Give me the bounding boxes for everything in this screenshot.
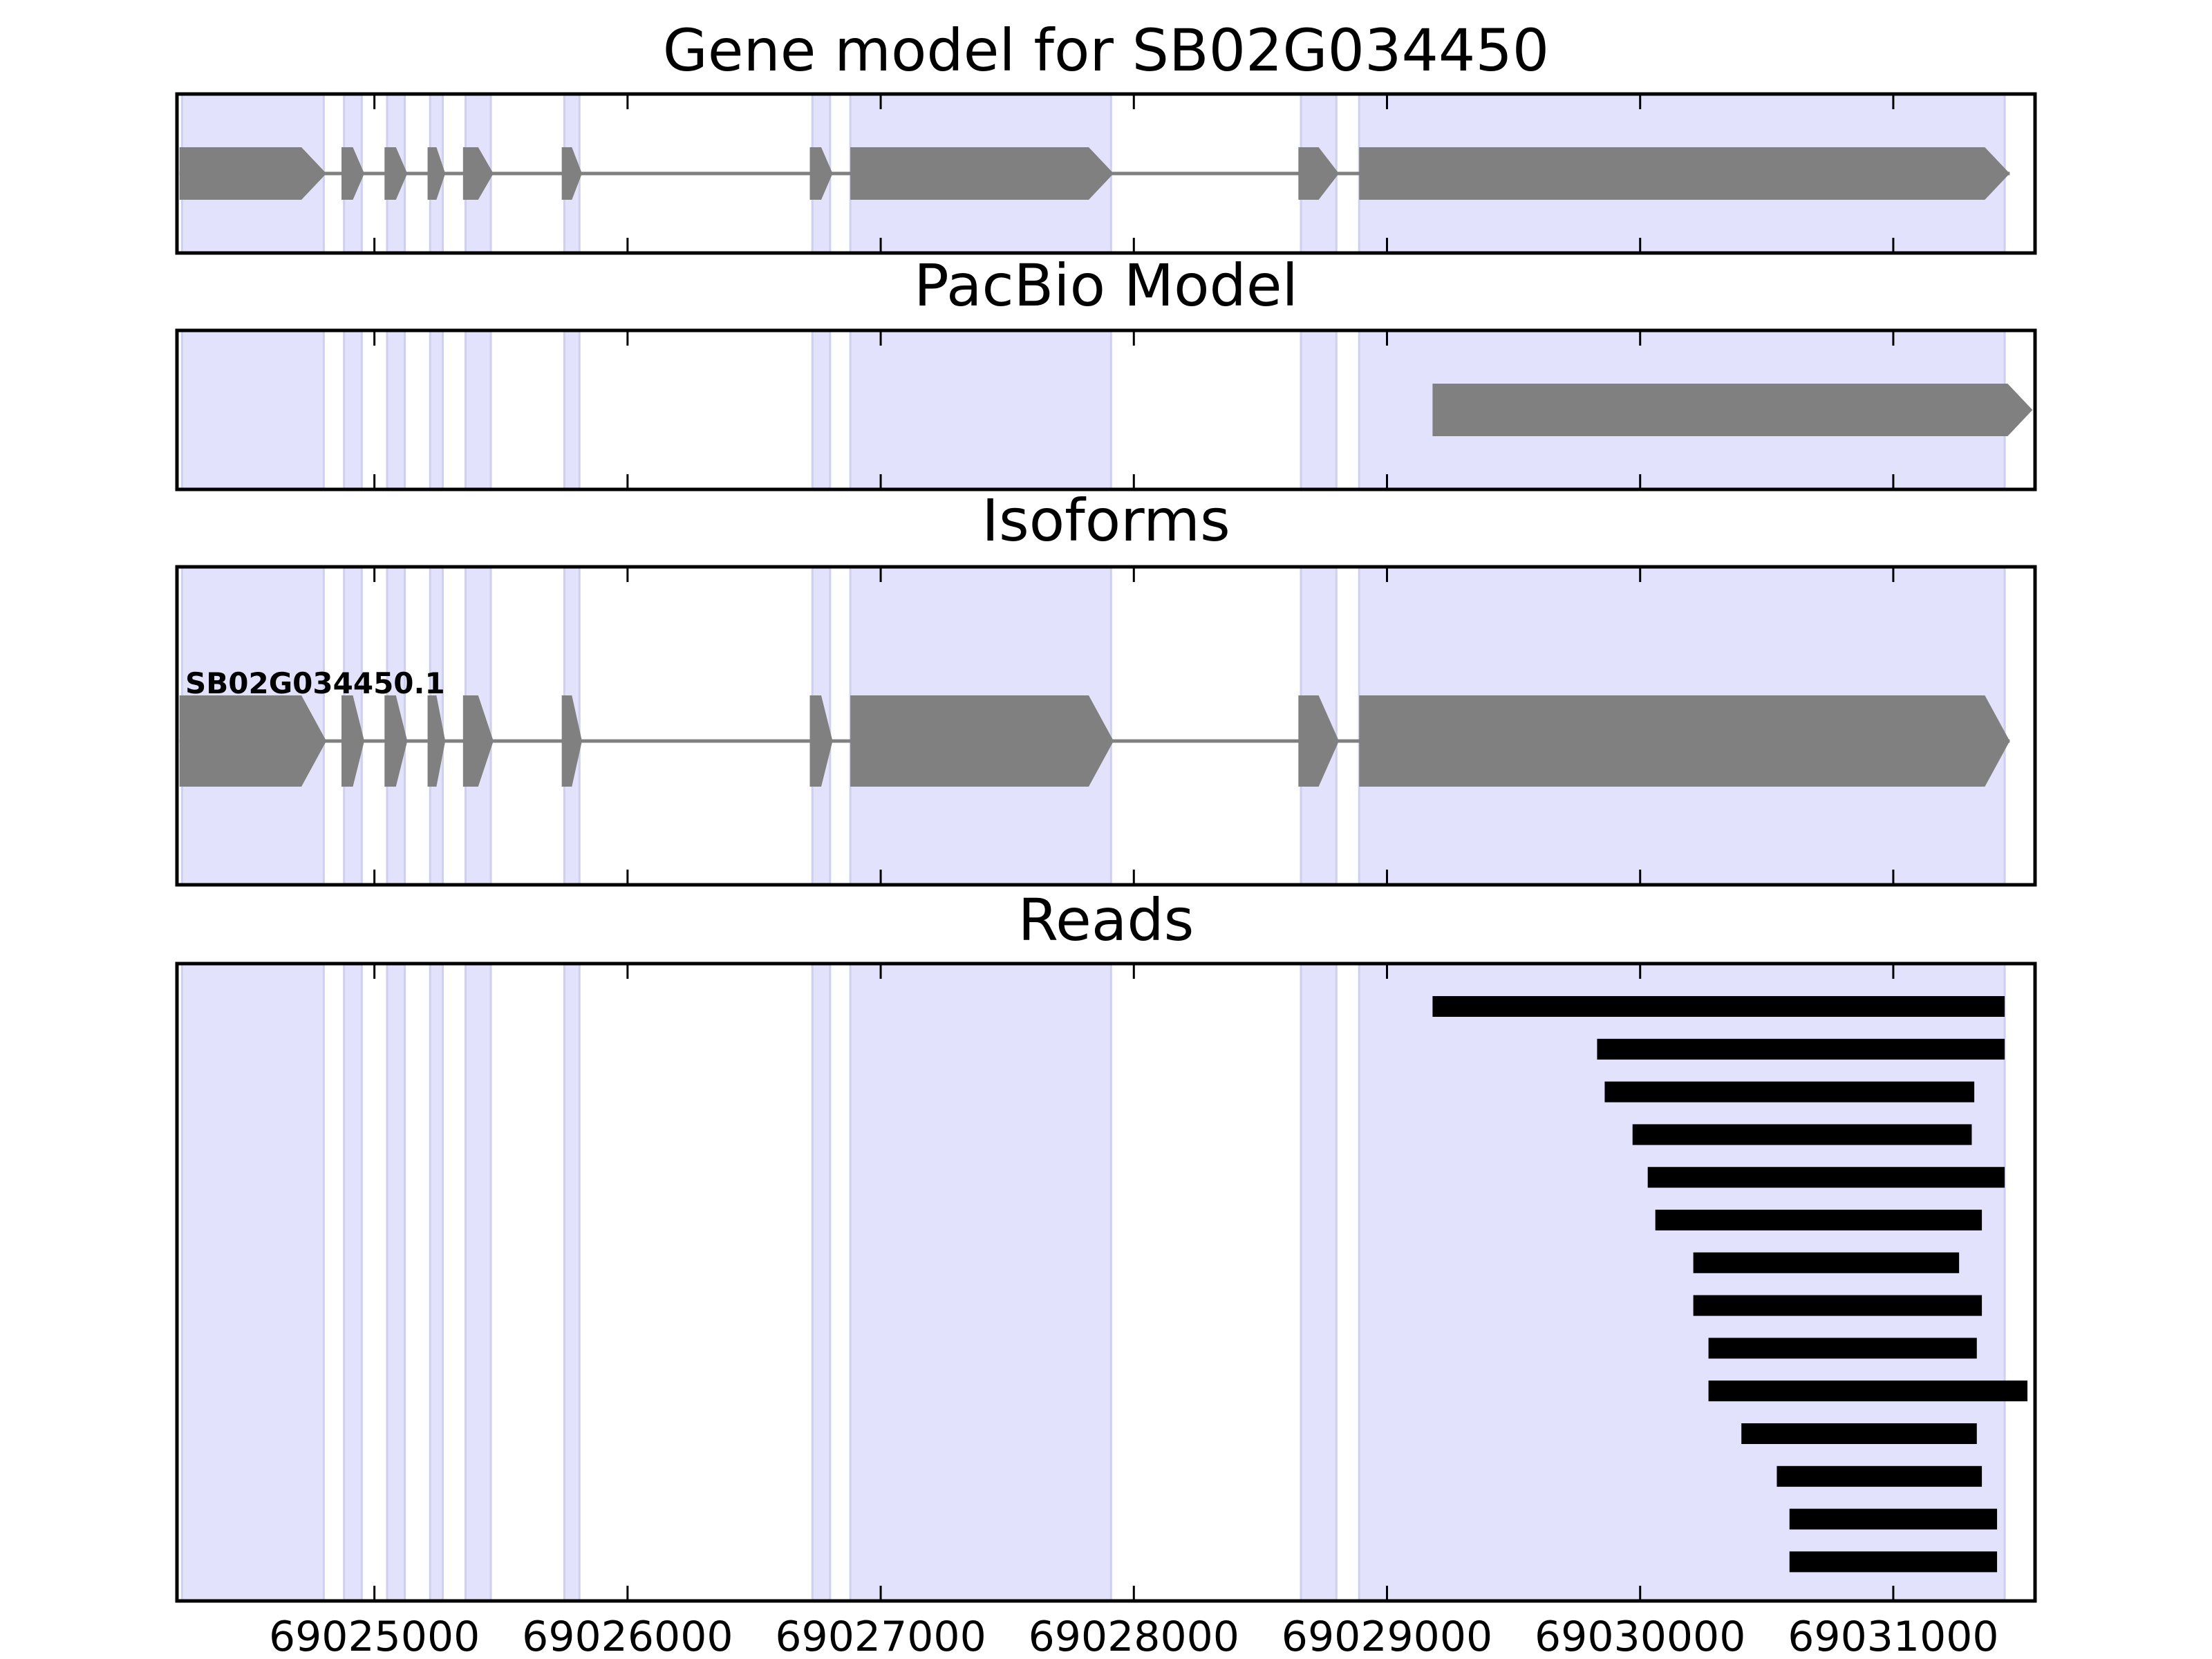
exon-0 <box>179 147 327 200</box>
exon-0 <box>1432 384 2033 436</box>
x-tick-label-0: 69025000 <box>269 1613 480 1659</box>
exon-3 <box>427 695 446 787</box>
panel-gene-model: Gene model for SB02G034450 <box>175 17 2037 255</box>
read-4 <box>1647 1167 2005 1188</box>
exon-5 <box>561 695 582 787</box>
read-3 <box>1632 1124 1972 1145</box>
exon-9 <box>1359 147 2010 200</box>
x-axis-tick-labels: 69025000 69026000 69027000 69028000 69029000… <box>269 1613 1999 1659</box>
exon-region-band-5 <box>563 329 581 491</box>
exon-region-band-5 <box>563 962 581 1602</box>
exon-3 <box>427 147 446 200</box>
panel-frame <box>175 92 2037 255</box>
exon-6 <box>809 695 833 787</box>
panel-frame <box>175 328 2037 491</box>
exon-region-band-4 <box>464 329 492 491</box>
panel-reads: Reads <box>175 886 2037 1603</box>
exon-1 <box>341 695 364 787</box>
panel-frame <box>175 962 2037 1603</box>
exon-8 <box>1298 695 1339 787</box>
exon-8 <box>1298 147 1339 200</box>
panel-pacbio-model: PacBio Model <box>175 252 2037 491</box>
x-tick-label-1: 69026000 <box>522 1613 733 1659</box>
panel-isoforms: Isoforms SB02G034450.1 <box>175 487 2037 887</box>
exon-region-band-8 <box>1300 962 1338 1602</box>
x-tick-label-3: 69028000 <box>1029 1613 1239 1659</box>
exon-6 <box>809 147 833 200</box>
read-5 <box>1655 1210 1983 1230</box>
exon-2 <box>384 147 408 200</box>
x-tick-label-4: 69029000 <box>1282 1613 1492 1659</box>
panel-title-isoforms: Isoforms <box>982 487 1230 554</box>
read-13 <box>1789 1551 1998 1573</box>
read-8 <box>1708 1338 1977 1359</box>
read-6 <box>1693 1252 1960 1273</box>
exon-region-band-3 <box>429 329 444 491</box>
panel-frame <box>175 565 2037 887</box>
exon-5 <box>561 147 582 200</box>
exon-region-band-6 <box>811 962 832 1602</box>
read-1 <box>1597 1038 2005 1060</box>
x-tick-label-5: 69030000 <box>1535 1613 1745 1659</box>
exon-region-band-0 <box>180 329 325 491</box>
read-10 <box>1741 1423 1977 1444</box>
exon-region-band-3 <box>429 962 444 1602</box>
exon-9 <box>1359 695 2010 787</box>
exon-region-band-4 <box>464 962 492 1602</box>
x-tick-label-6: 69031000 <box>1788 1613 1998 1659</box>
exon-region-band-6 <box>811 329 832 491</box>
panel-title-reads: Reads <box>1018 886 1194 954</box>
exon-region-band-0 <box>180 962 325 1602</box>
exon-2 <box>384 695 408 787</box>
exon-region-band-2 <box>386 329 406 491</box>
exon-1 <box>341 147 364 200</box>
exon-region-band-2 <box>386 962 406 1602</box>
exon-region-band-9 <box>1358 962 2006 1602</box>
exon-4 <box>462 147 494 200</box>
read-9 <box>1708 1380 2028 1402</box>
isoform-label: SB02G034450.1 <box>185 666 445 700</box>
read-12 <box>1789 1508 1998 1530</box>
exon-region-band-8 <box>1300 329 1338 491</box>
read-2 <box>1604 1081 1975 1103</box>
exon-7 <box>850 695 1114 787</box>
read-0 <box>1432 996 2005 1017</box>
read-11 <box>1777 1465 1983 1487</box>
exon-region-band-7 <box>849 329 1112 491</box>
x-tick-label-2: 69027000 <box>775 1613 986 1659</box>
exon-region-band-7 <box>849 962 1112 1602</box>
exon-region-band-1 <box>343 962 363 1602</box>
read-7 <box>1693 1295 1983 1316</box>
exon-7 <box>850 147 1114 200</box>
exon-0 <box>179 695 327 787</box>
panel-title-gene-model: Gene model for SB02G034450 <box>663 17 1549 84</box>
exon-4 <box>462 695 494 787</box>
panel-title-pacbio-model: PacBio Model <box>914 252 1298 319</box>
exon-region-band-1 <box>343 329 363 491</box>
